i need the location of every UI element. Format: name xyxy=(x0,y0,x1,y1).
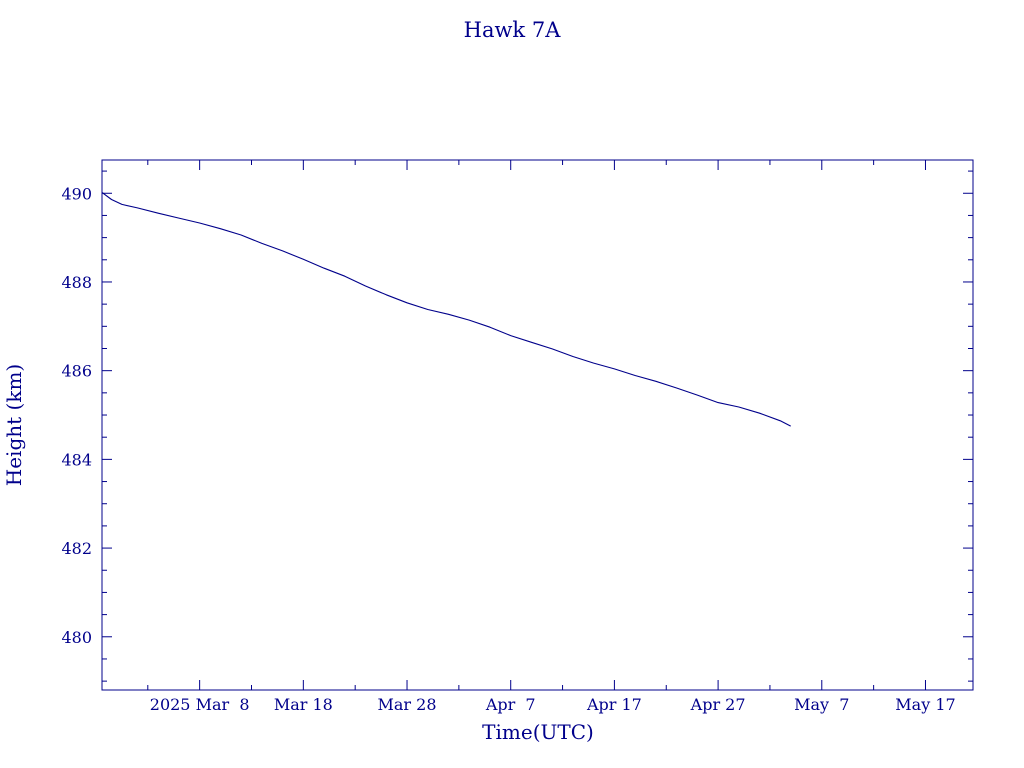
chart-title: Hawk 7A xyxy=(464,18,562,42)
y-tick-label: 490 xyxy=(61,184,92,203)
y-tick-label: 484 xyxy=(61,450,92,469)
plot-frame xyxy=(101,159,974,691)
series-line xyxy=(101,191,791,427)
y-tick-label: 488 xyxy=(61,273,92,292)
x-axis-label: Time(UTC) xyxy=(482,720,594,744)
x-tick-label: Apr 17 xyxy=(586,695,642,714)
x-tick-label: Apr 27 xyxy=(690,695,746,714)
x-tick-label: Mar 28 xyxy=(378,695,437,714)
y-tick-label: 486 xyxy=(61,362,92,381)
x-tick-label: May 7 xyxy=(794,695,849,714)
x-tick-label: Apr 7 xyxy=(485,695,536,714)
series-layer xyxy=(101,191,791,427)
y-tick-label: 482 xyxy=(61,539,92,558)
tick-layer: 2025 Mar 8 Mar 18 Mar 28 Apr 7 Apr 17 Apr 27 M… xyxy=(61,160,973,714)
y-axis-label: Height (km) xyxy=(2,364,26,486)
x-tick-label: 2025 Mar 8 xyxy=(150,695,250,714)
x-tick-label: Mar 18 xyxy=(274,695,333,714)
x-tick-label: May 17 xyxy=(895,695,955,714)
y-tick-label: 480 xyxy=(61,628,92,647)
